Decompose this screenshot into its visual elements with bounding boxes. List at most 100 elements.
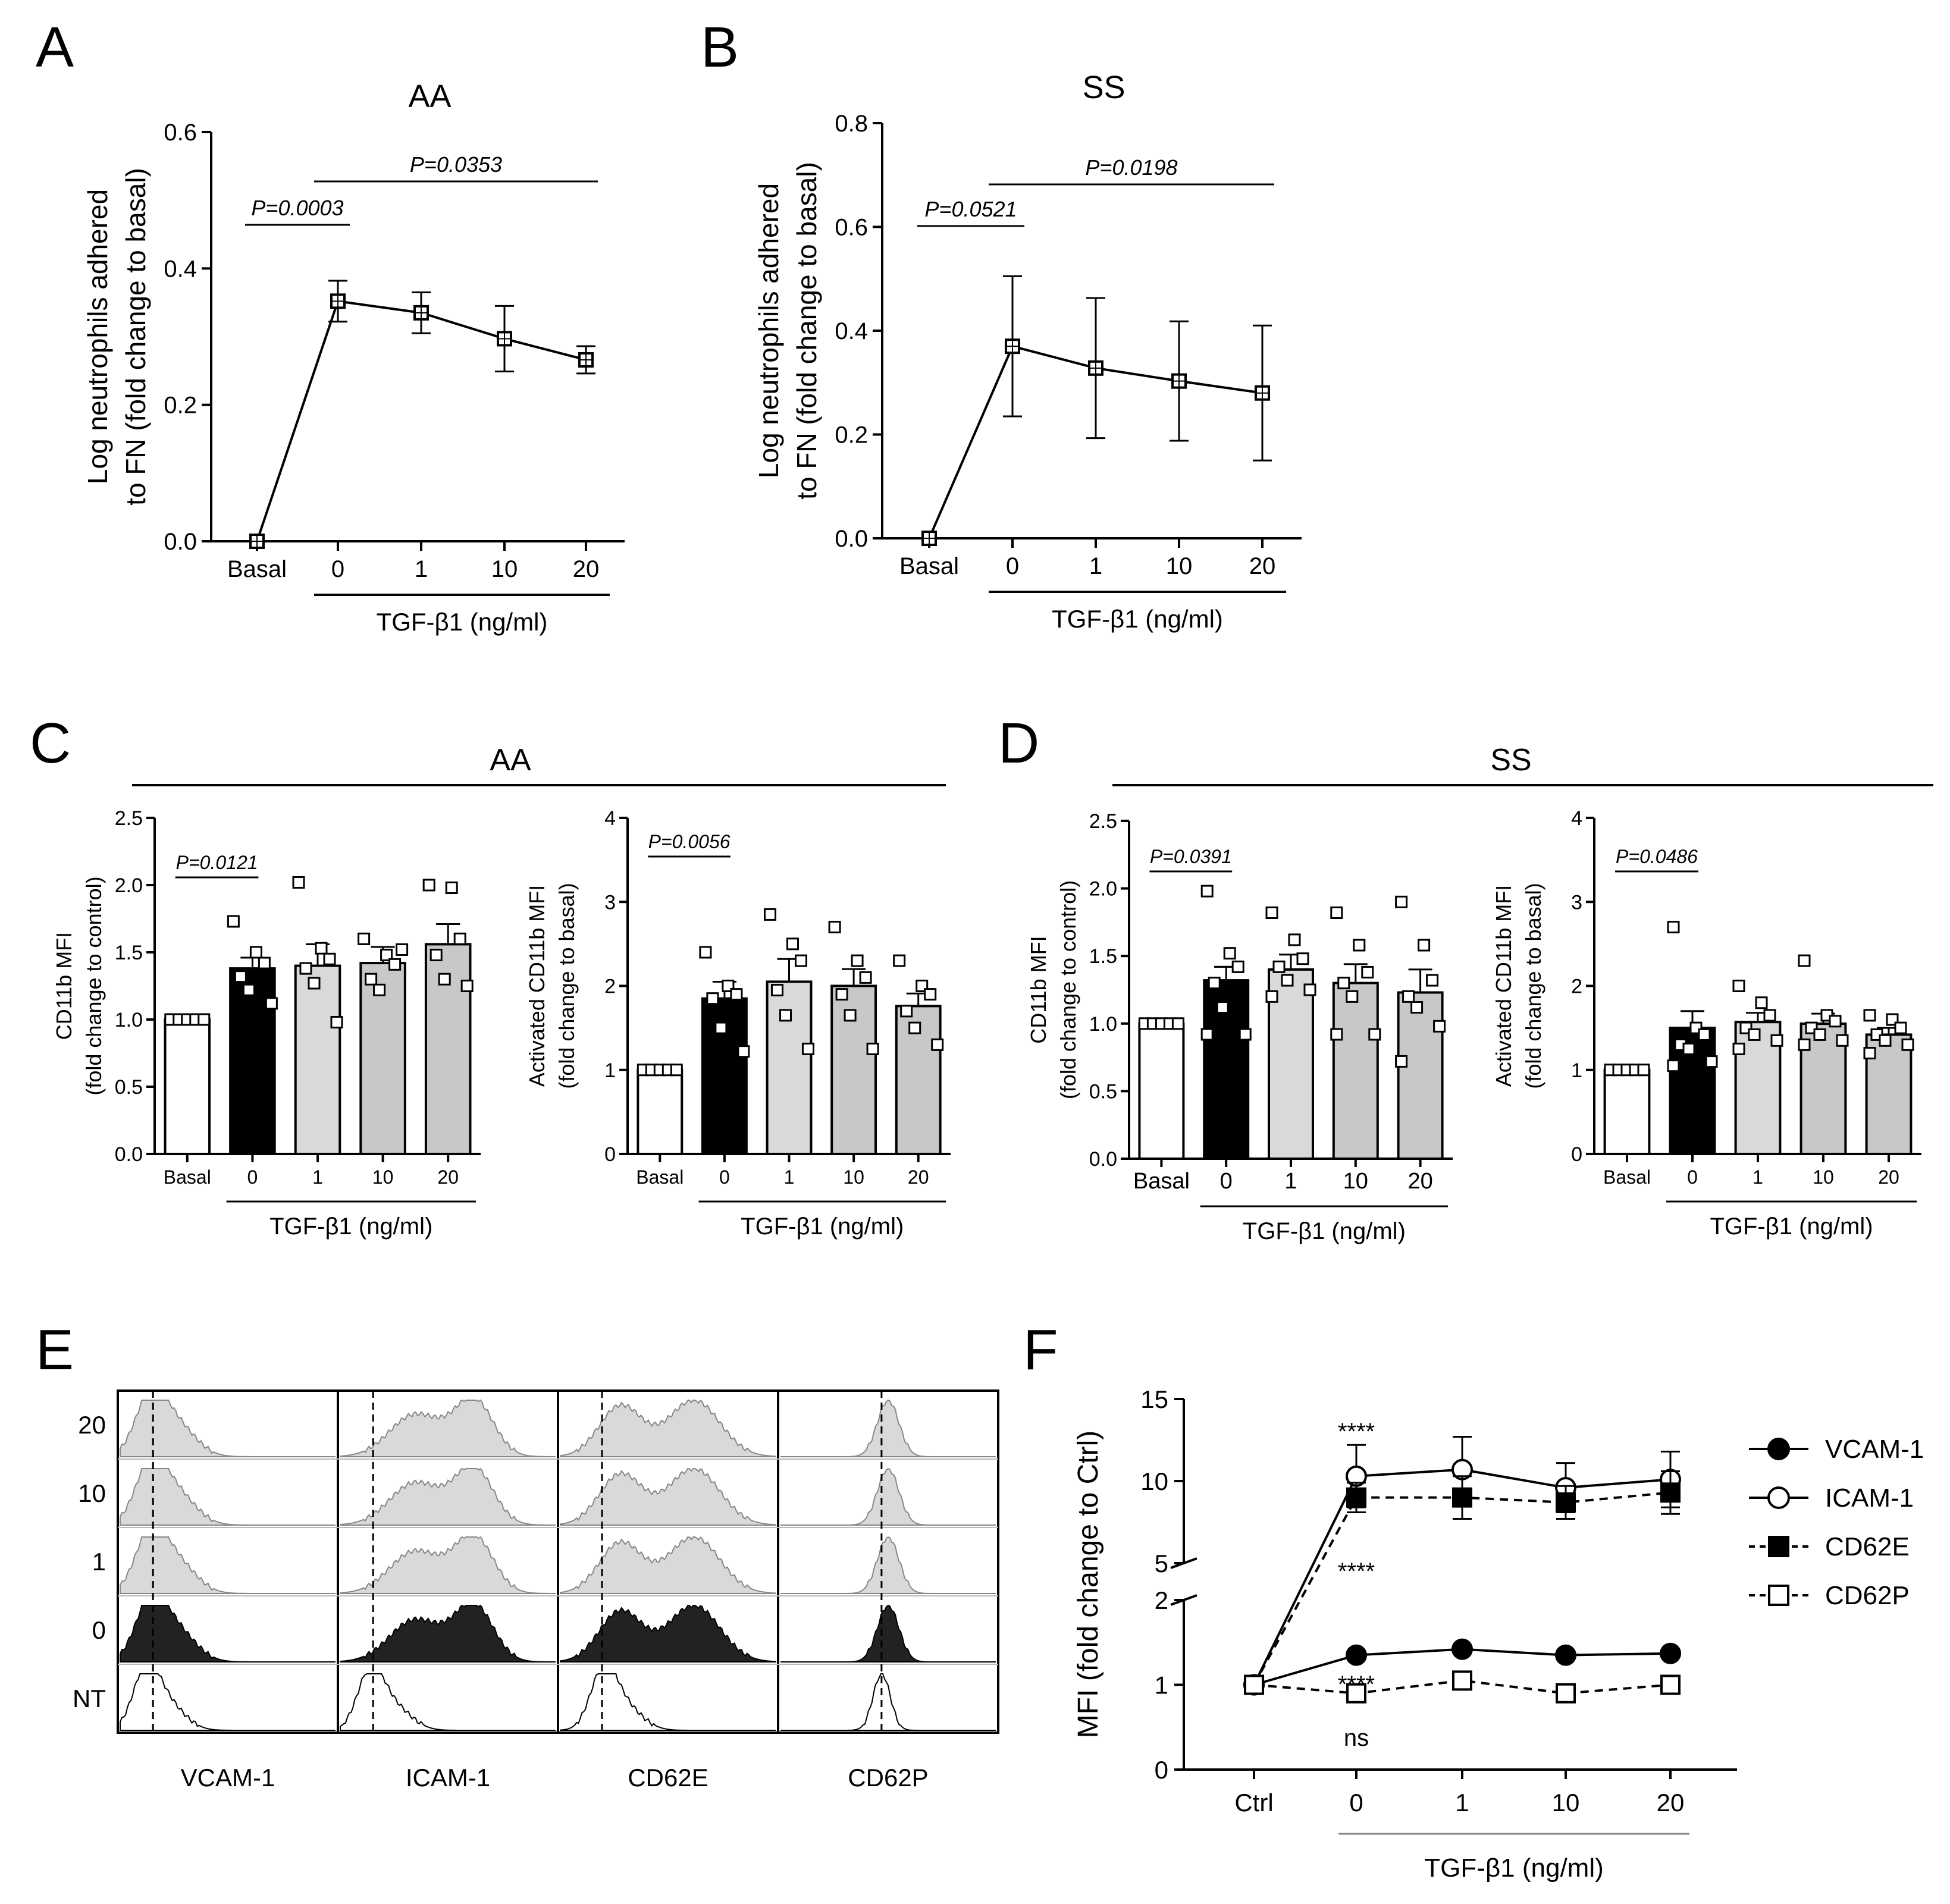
y-tick-label: 2.5 (1089, 810, 1117, 833)
data-point (1798, 1038, 1811, 1051)
data-point (1200, 884, 1214, 898)
significance-label: **** (1338, 1671, 1375, 1698)
data-point (1281, 974, 1294, 987)
bar (1332, 981, 1379, 1160)
data-point (1667, 921, 1680, 934)
y-axis-label: Activated CD11b MFI (1491, 885, 1516, 1087)
p-value-label: P=0.0056 (648, 831, 731, 852)
p-value-label: P=0.0521 (924, 197, 1017, 221)
significance-label: ns (1344, 1725, 1369, 1751)
data-point (1682, 1042, 1695, 1055)
panel-f: 5 10 15 0 1 2 Ctrl 0 1 10 20 TGF-β1 (ng/ml) MFI (fol… (1073, 1385, 1924, 1883)
y-axis-label: (fold change to basal) (1521, 883, 1545, 1089)
row-label: 0 (92, 1616, 106, 1644)
p-value-label: P=0.0198 (1085, 155, 1177, 180)
data-point (1265, 990, 1278, 1003)
y-tick-label: 1.5 (115, 942, 143, 964)
data-point (1346, 1644, 1367, 1666)
x-tick-label: 10 (372, 1166, 394, 1188)
y-axis-label: (fold change to control) (1056, 880, 1080, 1099)
y-axis-label: Log neutrophils adhered (753, 183, 784, 478)
data-point (699, 946, 712, 959)
data-point (1171, 1017, 1184, 1030)
data-point (299, 962, 312, 975)
x-tick-label: Basal (227, 556, 287, 582)
y-tick-label: 0 (1571, 1143, 1582, 1166)
x-tick-label: Basal (899, 553, 959, 579)
panel-a: AA 0.0 0.2 0.4 0.6 Basal 0 1 10 20 TGF-β1 (ng/ml) L… (82, 79, 625, 636)
data-point (1433, 1020, 1446, 1033)
histogram-curve (120, 1536, 336, 1594)
data-point (924, 988, 937, 1001)
histogram-curve (340, 1604, 556, 1663)
row-label: 1 (92, 1548, 106, 1576)
data-point (242, 983, 255, 996)
y-tick-label: 1.0 (115, 1009, 143, 1031)
chart-title: SS (1082, 70, 1125, 105)
y-tick-label: 4 (1571, 807, 1582, 830)
data-point (1200, 1028, 1214, 1041)
series-cd62p (1244, 1670, 1681, 1704)
data-point (1660, 1674, 1681, 1695)
data-point (1368, 1028, 1381, 1041)
histogram-curve (560, 1604, 776, 1663)
histogram-curve (560, 1399, 776, 1457)
y-tick-label: 1 (1571, 1059, 1582, 1082)
data-point (1223, 947, 1236, 960)
legend-label: VCAM-1 (1825, 1435, 1924, 1464)
y-tick-label: 0.5 (1089, 1080, 1117, 1103)
x-tick-label: Basal (164, 1166, 211, 1188)
data-point (1330, 1028, 1343, 1041)
y-axis-label: to FN (fold change to basal) (791, 162, 822, 500)
y-tick-label: 0.0 (835, 526, 868, 552)
data-point (828, 921, 841, 934)
histogram-curve (340, 1536, 556, 1594)
data-point (330, 1016, 343, 1029)
data-point (1813, 1028, 1826, 1041)
x-tick-label: 0 (331, 556, 344, 582)
data-point (1244, 1674, 1264, 1695)
group-label: TGF-β1 (ng/ml) (741, 1213, 904, 1240)
data-point (1829, 1015, 1842, 1028)
x-tick-label: 0 (1349, 1789, 1363, 1817)
y-axis-label: MFI (fold change to Ctrl) (1073, 1431, 1104, 1739)
y-axis-label: (fold change to control) (81, 876, 106, 1095)
panel-letter-c: C (30, 711, 71, 775)
histogram-curve (120, 1400, 336, 1457)
row-label: NT (73, 1685, 106, 1712)
data-point (908, 1021, 921, 1034)
data-point (1901, 1038, 1914, 1051)
data-point (851, 954, 864, 967)
data-point (1555, 1644, 1576, 1666)
y-tick-label: 0 (1155, 1756, 1168, 1784)
legend-marker (1768, 1585, 1789, 1606)
x-tick-label: 10 (1343, 1169, 1368, 1194)
histogram-curve (560, 1467, 776, 1526)
data-point (835, 988, 848, 1001)
data-point (388, 958, 402, 971)
series-cd62e (1244, 1470, 1681, 1695)
data-point (1337, 977, 1350, 990)
histogram-curve (120, 1673, 336, 1731)
y-tick-label: 3 (604, 891, 616, 914)
histogram-curve (340, 1467, 556, 1526)
data-point (1863, 1047, 1876, 1059)
y-tick-label: 10 (1140, 1467, 1168, 1495)
legend-marker (1767, 1438, 1790, 1460)
histogram-curve (780, 1399, 996, 1457)
group-title-aa: AA (490, 743, 531, 777)
data-point (859, 971, 872, 984)
y-tick-label: 0.8 (835, 111, 868, 137)
bar (424, 943, 472, 1155)
legend-marker (1767, 1486, 1790, 1509)
data-point (1451, 1638, 1473, 1660)
data-point (764, 908, 776, 921)
y-axis-label: (fold change to basal) (554, 883, 579, 1089)
data-point (1763, 1009, 1776, 1022)
data-point (308, 977, 321, 990)
data-point (1556, 1492, 1576, 1513)
group-label: TGF-β1 (ng/ml) (1710, 1213, 1873, 1240)
data-point (1346, 990, 1359, 1003)
